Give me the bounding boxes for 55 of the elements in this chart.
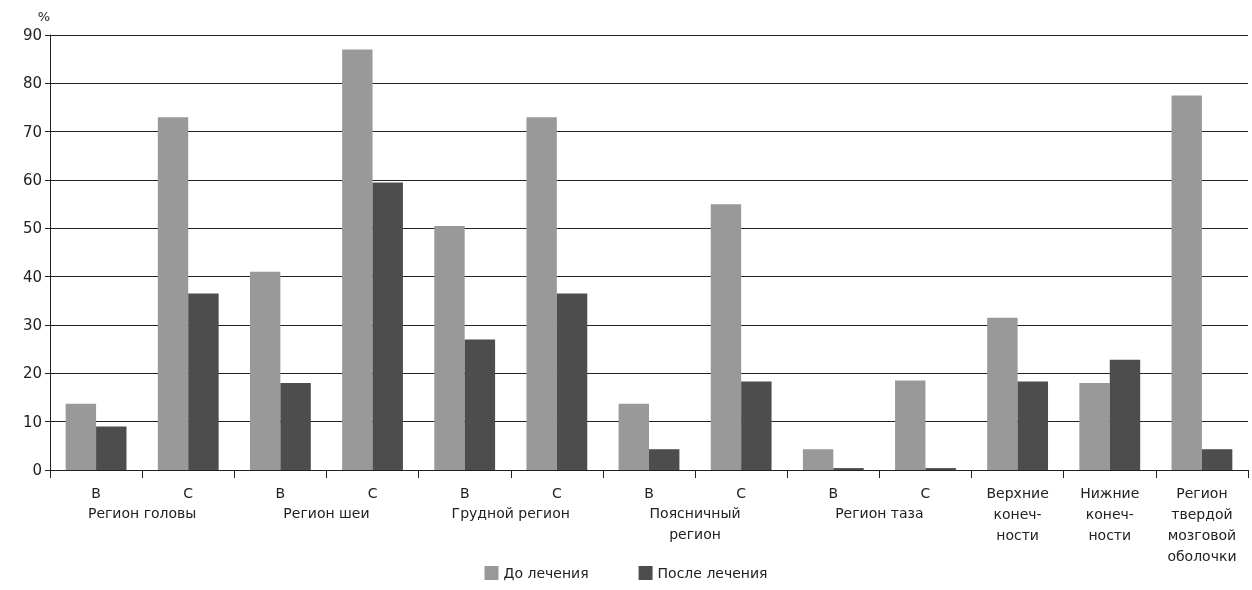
text: Регион таза [835, 504, 924, 521]
bar [649, 449, 680, 470]
x-tick-label: В [275, 484, 286, 501]
bar [96, 426, 127, 470]
x-tick-label: С [551, 484, 562, 501]
bar [710, 204, 742, 470]
x-tick-label: С [367, 484, 378, 501]
y-tick-label: 30 [22, 316, 42, 334]
bar [65, 403, 97, 470]
x-tick-label: Верхние конеч- ности [986, 484, 1049, 543]
y-tick-label: 40 [22, 267, 42, 286]
x-tick-label: Регион твердой мозговой оболочки [1167, 484, 1237, 564]
bar [464, 339, 496, 470]
y-tick-label: 20 [22, 364, 42, 383]
bar [618, 403, 649, 470]
bar [188, 293, 219, 470]
x-tick-label: С [183, 484, 194, 501]
bar [342, 49, 373, 470]
y-tick-label: 50 [22, 219, 42, 238]
y-tick-label: 90 [22, 26, 42, 44]
x-tick-label: В [91, 484, 101, 501]
y-tick-label: 60 [22, 171, 42, 189]
y-tick-label: 70 [22, 122, 42, 141]
bar [372, 182, 403, 470]
x-tick-label: Нижние конеч- ности [1080, 484, 1140, 543]
x-tick-label: С [736, 484, 747, 501]
x-tick-label: В [644, 484, 654, 501]
bar [280, 383, 311, 470]
x-tick-label: В [459, 484, 470, 501]
y-axis-title: % [37, 9, 50, 24]
bar [802, 449, 834, 470]
text: Грудной регион [451, 504, 570, 521]
bar [741, 381, 772, 470]
y-tick-label: 80 [22, 74, 42, 93]
bar [1201, 449, 1233, 470]
legend-label: До лечения [503, 565, 589, 581]
bar [556, 293, 588, 470]
bar [895, 380, 926, 470]
bar [157, 117, 189, 470]
bar [1109, 359, 1141, 470]
bar [526, 117, 557, 470]
bar [1171, 95, 1202, 470]
x-tick-label: В [828, 484, 839, 501]
bar [1079, 383, 1110, 470]
bar [987, 317, 1018, 470]
legend-label: После лечения [657, 565, 768, 581]
bar [1017, 381, 1049, 470]
y-tick-label: 10 [22, 412, 42, 431]
text: Регион головы [87, 504, 197, 521]
text: Регион шеи [283, 504, 370, 521]
bar [249, 271, 281, 470]
text: Поясничный регион [649, 504, 741, 542]
bar [434, 225, 465, 470]
x-tick-label: С [920, 484, 931, 501]
y-tick-label: 0 [32, 461, 42, 479]
